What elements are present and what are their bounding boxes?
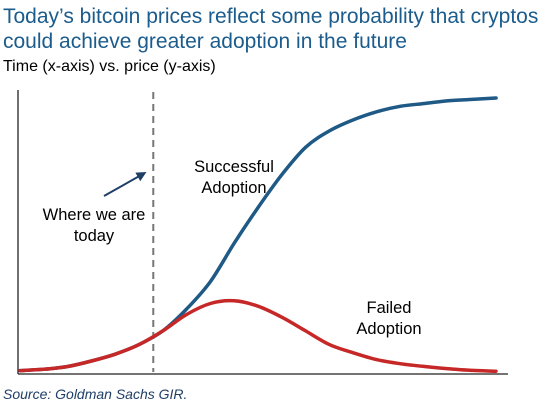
- annotation-today-line1: Where we are: [43, 206, 146, 224]
- source-note: Source: Goldman Sachs GIR.: [3, 386, 188, 402]
- series-line-failed-adoption: [18, 298, 498, 373]
- chart-subtitle: Time (x-axis) vs. price (y-axis): [3, 58, 216, 75]
- chart-title: Today’s bitcoin prices reflect some prob…: [3, 5, 539, 53]
- annotation-failed-line1: Failed: [367, 299, 412, 317]
- annotation-today-arrow: [103, 172, 147, 197]
- annotation-successful-line1: Successful: [194, 158, 274, 176]
- annotation-today-line2: today: [74, 227, 115, 245]
- annotation-failed-line2: Adoption: [356, 320, 421, 338]
- annotation-successful-line2: Adoption: [201, 179, 266, 197]
